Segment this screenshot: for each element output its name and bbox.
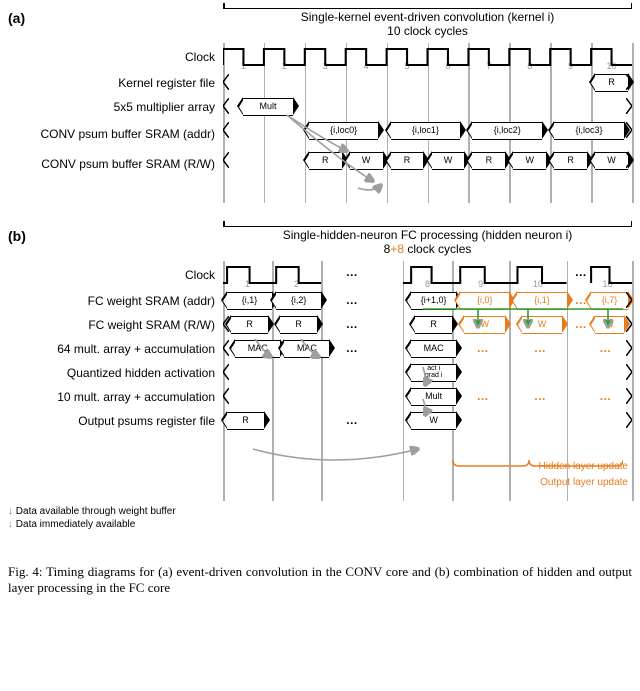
legend-gray-text: Data immediately available [16, 519, 136, 530]
panel-b-header: Single-hidden-neuron FC processing (hidd… [223, 226, 632, 257]
hb2c: clock cycles [404, 242, 471, 256]
arrow-down-green-icon: ↓ [8, 506, 16, 517]
panel-a-timing: 12345678910 Clock Kernel register file R… [8, 43, 632, 203]
arrows-b [223, 261, 623, 481]
panel-b-timing: 12891016 Clock …… FC weight SRAM (addr) … [8, 261, 632, 501]
label-fc-rw: FC weight SRAM (R/W) [8, 318, 223, 332]
label-out: Output psums register file [8, 414, 223, 428]
figure-caption: Fig. 4: Timing diagrams for (a) event-dr… [8, 564, 632, 596]
label-act: Quantized hidden activation [8, 366, 223, 380]
panel-b: (b) Single-hidden-neuron FC processing (… [8, 226, 632, 546]
label-clock-a: Clock [8, 50, 223, 64]
legend-gray-row: ↓ Data immediately available [8, 518, 632, 531]
panel-a-label: (a) [8, 10, 25, 26]
legend-green-text: Data available through weight buffer [16, 506, 176, 517]
label-mult: 5x5 multiplier array [8, 100, 223, 114]
hb2b: 8 [397, 242, 404, 256]
panel-a-header-line1: Single-kernel event-driven convolution (… [223, 11, 632, 25]
braces-b [223, 456, 623, 486]
label-rw-a: CONV psum buffer SRAM (R/W) [8, 157, 223, 171]
panel-a: (a) Single-kernel event-driven convoluti… [8, 8, 632, 208]
panel-a-header: Single-kernel event-driven convolution (… [223, 8, 632, 39]
legend: ↓ Data available through weight buffer ↓… [8, 505, 632, 531]
panel-b-header-line1: Single-hidden-neuron FC processing (hidd… [223, 229, 632, 243]
panel-b-label: (b) [8, 228, 26, 244]
panel-a-header-line2: 10 clock cycles [223, 25, 632, 39]
panel-b-header-line2: 8+8 clock cycles [223, 243, 632, 257]
label-clock-b: Clock [8, 268, 223, 282]
label-mult10: 10 mult. array + accumulation [8, 390, 223, 404]
label-krf: Kernel register file [8, 76, 223, 90]
arrows-a [223, 43, 623, 203]
arrow-down-gray-icon: ↓ [8, 519, 16, 530]
legend-green-row: ↓ Data available through weight buffer [8, 505, 632, 518]
label-fc-addr: FC weight SRAM (addr) [8, 294, 223, 308]
label-mac: 64 mult. array + accumulation [8, 342, 223, 356]
label-addr-a: CONV psum buffer SRAM (addr) [8, 127, 223, 141]
